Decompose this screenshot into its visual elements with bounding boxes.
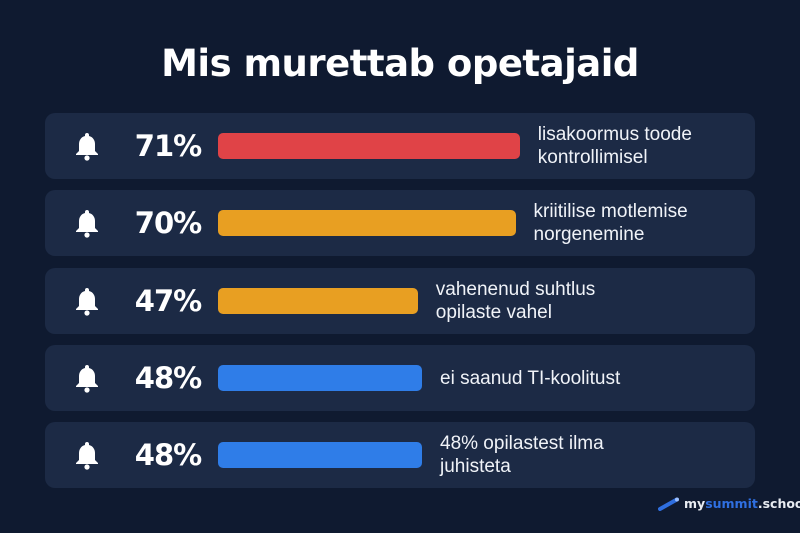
bell-icon xyxy=(76,365,98,393)
bar-row: 71% lisakoormus toode kontrollimisel xyxy=(45,113,755,179)
bar xyxy=(218,365,422,391)
chart-title: Mis murettab opetajaid xyxy=(161,42,639,85)
category-label: 48% opilastest ilma juhisteta xyxy=(440,433,604,477)
value-label: 71% xyxy=(134,129,202,163)
bar xyxy=(218,288,418,314)
value-label: 48% xyxy=(134,438,202,472)
bell-icon xyxy=(76,442,98,470)
bar-row: 48% 48% opilastest ilma juhisteta xyxy=(45,422,755,488)
bar-row: 47% vahenenud suhtlus opilaste vahel xyxy=(45,268,755,334)
logo-text-1: my xyxy=(684,496,706,511)
logo-text-3: .school xyxy=(757,496,800,511)
bell-icon xyxy=(76,210,98,238)
category-label: kriitilise motlemise norgenemine xyxy=(533,201,688,245)
bell-icon xyxy=(76,133,98,161)
value-label: 70% xyxy=(134,206,202,240)
bar xyxy=(218,133,520,159)
logo-text-2: summit xyxy=(705,496,758,511)
bar-row: 70% kriitilise motlemise norgenemine xyxy=(45,190,755,256)
bar-row: 48% ei saanud TI-koolitust xyxy=(45,345,755,411)
value-label: 48% xyxy=(134,361,202,395)
value-label: 47% xyxy=(134,284,202,318)
bar xyxy=(218,442,422,468)
telescope-icon xyxy=(658,497,679,511)
category-label: ei saanud TI-koolitust xyxy=(440,367,621,389)
category-label: lisakoormus toode kontrollimisel xyxy=(537,124,692,168)
category-label: vahenenud suhtlus opilaste vahel xyxy=(435,279,596,323)
bar xyxy=(218,210,516,236)
bell-icon xyxy=(76,288,98,316)
